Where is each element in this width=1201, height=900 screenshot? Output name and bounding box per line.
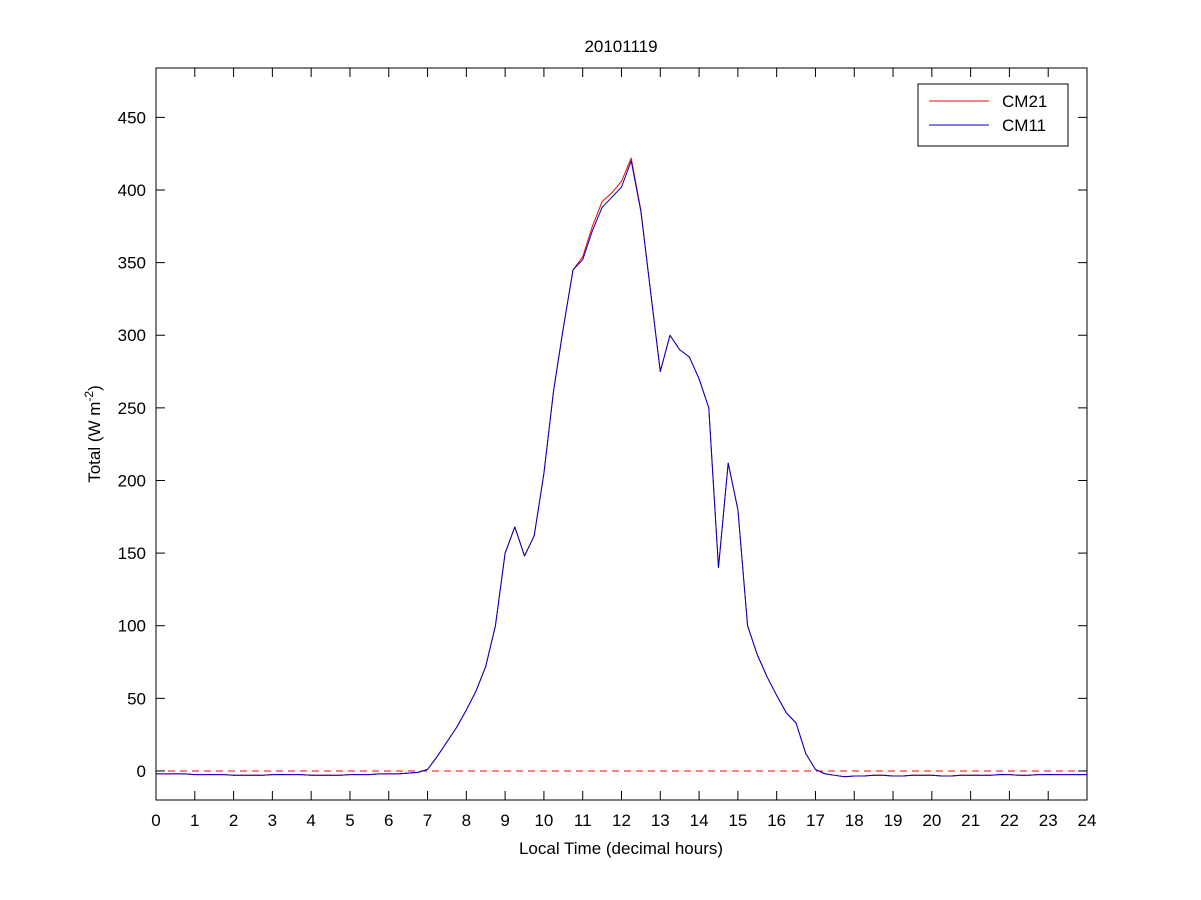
y-tick-label: 450 <box>118 108 146 127</box>
series-line <box>156 160 1087 778</box>
x-tick-label: 4 <box>306 811 315 830</box>
x-tick-label: 1 <box>190 811 199 830</box>
y-tick-label: 400 <box>118 181 146 200</box>
y-label-superscript: -2 <box>82 391 96 402</box>
y-tick-label: 50 <box>127 689 146 708</box>
x-tick-label: 24 <box>1078 811 1097 830</box>
legend-box <box>917 83 1069 147</box>
y-axis-label: Total (W m-2) <box>82 385 104 483</box>
x-tick-label: 20 <box>922 811 941 830</box>
y-tick-label: 0 <box>137 762 146 781</box>
x-tick-label: 10 <box>534 811 553 830</box>
y-tick-label: 200 <box>118 471 146 490</box>
x-tick-label: 9 <box>500 811 509 830</box>
x-tick-label: 19 <box>884 811 903 830</box>
chart-title: 20101119 <box>584 37 657 56</box>
x-tick-label: 11 <box>574 811 592 830</box>
y-tick-label: 100 <box>118 617 146 636</box>
x-tick-label: 14 <box>690 811 709 830</box>
y-tick-label: 300 <box>118 326 146 345</box>
y-tick-label: 250 <box>118 399 146 418</box>
x-tick-label: 2 <box>229 811 238 830</box>
x-axis-label: Local Time (decimal hours) <box>519 839 723 858</box>
y-label-text: Total (W m <box>85 402 104 483</box>
x-tick-label: 18 <box>845 811 864 830</box>
x-tick-label: 23 <box>1039 811 1058 830</box>
legend-label: CM21 <box>1002 92 1047 111</box>
x-tick-label: 6 <box>384 811 393 830</box>
x-tick-label: 13 <box>651 811 670 830</box>
x-tick-label: 5 <box>345 811 354 830</box>
y-label-suffix: ) <box>85 385 104 391</box>
x-tick-label: 16 <box>767 811 786 830</box>
y-tick-label: 350 <box>118 254 146 273</box>
y-tick-label: 150 <box>118 544 146 563</box>
x-tick-label: 17 <box>806 811 825 830</box>
x-tick-label: 0 <box>151 811 160 830</box>
x-tick-label: 8 <box>462 811 471 830</box>
x-tick-label: 12 <box>612 811 631 830</box>
x-tick-label: 7 <box>423 811 432 830</box>
x-tick-label: 15 <box>728 811 747 830</box>
x-tick-label: 3 <box>268 811 277 830</box>
x-tick-label: 21 <box>961 811 980 830</box>
plot-area <box>156 68 1087 800</box>
x-tick-label: 22 <box>1000 811 1019 830</box>
legend-label: CM11 <box>1002 116 1046 135</box>
